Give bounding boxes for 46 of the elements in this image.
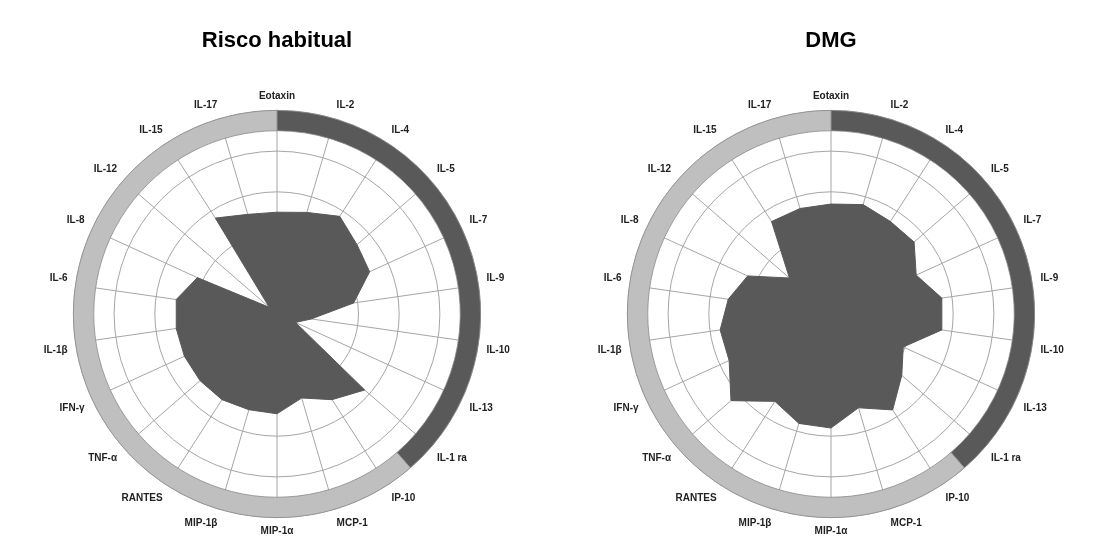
spoke-label: IL-1 ra: [990, 452, 1022, 464]
spoke-label: IL-2: [336, 98, 355, 110]
spoke-label: IL-12: [647, 163, 672, 175]
spoke-label: IL-8: [620, 213, 639, 225]
spoke-label: MCP-1: [890, 516, 923, 528]
spoke-label: IL-13: [469, 401, 494, 413]
spoke-label: IL-10: [1040, 343, 1065, 355]
spoke-label: TNF-α: [642, 452, 672, 464]
spoke-label: IL-15: [693, 123, 718, 135]
spoke-label: IL-7: [469, 213, 488, 225]
spoke-label: IL-12: [93, 163, 118, 175]
spoke-label: Eotaxin: [258, 90, 296, 102]
spoke-label: IL-17: [194, 98, 218, 110]
spoke-label: MIP-1α: [260, 525, 295, 537]
chart-title: Risco habitual: [201, 27, 353, 53]
spoke-label: RANTES: [121, 491, 163, 503]
spoke-label: IFN-γ: [59, 401, 85, 413]
spoke-label: IL-10: [486, 343, 511, 355]
spoke-label: IFN-γ: [613, 401, 639, 413]
spoke-label: IL-2: [890, 98, 909, 110]
spoke-label: IL-8: [66, 213, 85, 225]
spoke-label: IL-7: [1023, 213, 1042, 225]
spoke-label: IP-10: [945, 491, 970, 503]
spoke-label: IL-5: [436, 163, 456, 175]
spoke-label: MIP-1β: [738, 516, 772, 528]
spoke-label: Eotaxin: [812, 90, 850, 102]
spoke-label: IL-5: [990, 163, 1010, 175]
spoke-label: IL-1β: [597, 343, 622, 355]
spoke-label: IL-9: [1040, 271, 1059, 283]
spoke-label: IL-1 ra: [436, 452, 468, 464]
spoke-label: RANTES: [675, 491, 717, 503]
spoke-label: IL-4: [391, 123, 410, 135]
spoke-label: MCP-1: [336, 516, 369, 528]
spoke-label: IL-9: [486, 271, 505, 283]
spoke-label: IL-15: [139, 123, 164, 135]
spoke-label: IL-1β: [43, 343, 68, 355]
spoke-label: IL-13: [1023, 401, 1048, 413]
spoke-label: MIP-1β: [184, 516, 218, 528]
chart-title: DMG: [805, 27, 857, 53]
spoke-label: IL-4: [945, 123, 964, 135]
spoke-label: MIP-1α: [814, 525, 849, 537]
spoke-label: IL-17: [748, 98, 772, 110]
spoke-label: IL-6: [49, 271, 68, 283]
spoke-label: TNF-α: [88, 452, 118, 464]
spoke-label: IL-6: [603, 271, 622, 283]
spoke-label: IP-10: [391, 491, 416, 503]
